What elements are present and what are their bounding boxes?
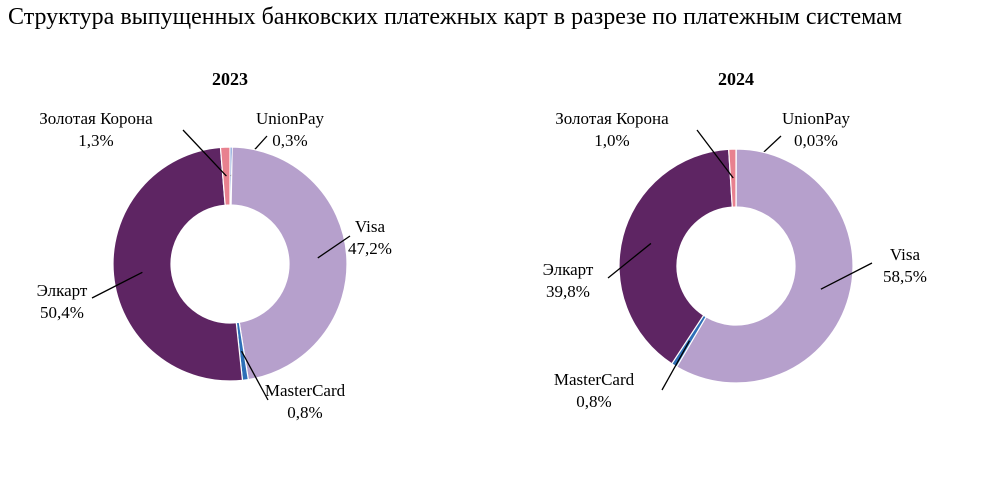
slice-value-label: 47,2%	[348, 239, 392, 258]
slice-value-label: 50,4%	[40, 303, 84, 322]
slice-value-label: 0,03%	[794, 131, 838, 150]
slice-label: UnionPay	[782, 109, 851, 128]
slice-золотая-корона	[728, 148, 737, 208]
slice-label: MasterCard	[265, 381, 346, 400]
slice-label: Элкарт	[543, 260, 594, 279]
slice-label: Visa	[355, 217, 386, 236]
leader-line	[182, 129, 227, 177]
slice-label: Золотая Корона	[39, 109, 153, 128]
donut-chart-2023: 2023 UnionPay 0,3% Visa 47,2% MasterCard 0,8% Э…	[37, 69, 392, 422]
slice-visa	[230, 146, 348, 381]
slice-value-label: 0,8%	[576, 392, 611, 411]
slice-элкарт	[112, 146, 244, 382]
slice-label: Visa	[890, 245, 921, 264]
leader-line	[91, 271, 143, 299]
slice-элкарт	[618, 148, 733, 365]
slice-label: Элкарт	[37, 281, 88, 300]
donut-charts: 2023 UnionPay 0,3% Visa 47,2% MasterCard 0,8% Э…	[37, 69, 927, 422]
slice-value-label: 58,5%	[883, 267, 927, 286]
slice-value-label: 39,8%	[546, 282, 590, 301]
slice-value-label: 1,3%	[78, 131, 113, 150]
page-title: Структура выпущенных банковских платежны…	[8, 4, 902, 30]
slice-visa	[675, 148, 854, 384]
leader-line	[696, 129, 734, 179]
slice-золотая-корона	[219, 146, 231, 206]
leader-line	[241, 350, 269, 401]
slice-label: UnionPay	[256, 109, 325, 128]
leader-line	[661, 340, 691, 391]
slice-value-label: 0,3%	[272, 131, 307, 150]
leader-line	[820, 262, 873, 290]
slice-value-label: 1,0%	[594, 131, 629, 150]
leader-line	[317, 235, 351, 259]
chart-title: 2023	[212, 69, 248, 89]
donut-chart-2024: 2024 UnionPay 0,03% Visa 58,5% MasterCard 0,8%…	[543, 69, 927, 411]
chart-title: 2024	[718, 69, 754, 89]
slice-label: Золотая Корона	[555, 109, 669, 128]
slice-value-label: 0,8%	[287, 403, 322, 422]
slice-label: MasterCard	[554, 370, 635, 389]
leader-line	[607, 242, 652, 279]
